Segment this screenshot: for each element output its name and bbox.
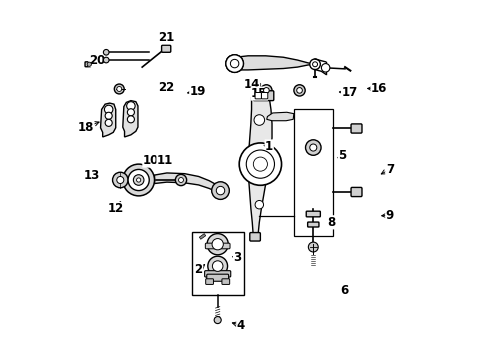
Text: 5: 5 [338,149,346,162]
Circle shape [260,85,271,96]
Circle shape [216,186,224,195]
Circle shape [253,115,264,125]
FancyBboxPatch shape [249,233,260,241]
Circle shape [126,102,135,110]
Polygon shape [266,112,293,121]
Circle shape [263,87,269,93]
Circle shape [253,157,267,171]
Circle shape [103,49,109,55]
FancyBboxPatch shape [205,243,229,249]
Text: 17: 17 [341,86,357,99]
Text: 16: 16 [370,82,386,95]
Text: 11: 11 [157,154,173,167]
Text: 19: 19 [189,85,206,98]
FancyBboxPatch shape [307,222,318,227]
Text: 12: 12 [107,202,123,215]
FancyBboxPatch shape [261,93,267,99]
FancyBboxPatch shape [350,124,361,133]
Circle shape [296,87,302,93]
Circle shape [305,140,321,155]
FancyBboxPatch shape [222,279,229,284]
FancyBboxPatch shape [206,274,228,281]
Text: 18: 18 [78,121,94,134]
Polygon shape [235,56,314,70]
FancyBboxPatch shape [305,211,320,217]
Polygon shape [101,103,116,137]
Circle shape [231,60,238,67]
Circle shape [212,239,223,250]
Circle shape [104,105,113,114]
Circle shape [211,182,229,199]
Text: 10: 10 [142,154,159,167]
Circle shape [127,109,134,116]
Text: 4: 4 [236,319,244,332]
Polygon shape [199,234,205,239]
Circle shape [122,164,154,196]
Circle shape [133,175,143,185]
Text: 1: 1 [264,140,273,153]
Circle shape [212,261,223,271]
Circle shape [103,57,109,63]
Circle shape [293,85,305,96]
Text: 13: 13 [84,169,100,182]
Bar [191,232,244,294]
Text: 8: 8 [326,216,334,229]
Polygon shape [257,93,272,100]
Text: 9: 9 [385,209,393,222]
Circle shape [225,55,243,72]
Circle shape [127,116,134,123]
Circle shape [87,62,91,66]
Circle shape [114,84,124,94]
Text: 6: 6 [339,284,347,297]
Circle shape [178,177,183,183]
FancyBboxPatch shape [255,93,261,99]
Polygon shape [154,173,220,193]
Polygon shape [122,100,138,137]
Circle shape [105,119,112,126]
FancyBboxPatch shape [204,271,230,277]
Circle shape [239,143,281,185]
Circle shape [321,64,329,72]
Circle shape [255,201,263,209]
Text: 14: 14 [243,78,259,91]
Circle shape [309,59,320,69]
Circle shape [309,144,316,151]
Circle shape [117,86,122,91]
FancyBboxPatch shape [253,91,273,100]
Circle shape [112,172,128,188]
Text: 20: 20 [89,54,105,67]
Circle shape [312,62,317,67]
Circle shape [214,316,221,324]
Polygon shape [247,97,271,237]
Text: 7: 7 [385,163,393,176]
Bar [293,109,332,237]
Text: 15: 15 [251,87,267,100]
Circle shape [230,59,238,68]
FancyBboxPatch shape [350,188,361,197]
Circle shape [117,176,123,184]
Circle shape [136,178,141,182]
Circle shape [246,150,274,178]
Circle shape [128,170,149,190]
Text: 22: 22 [158,81,174,94]
Text: 2: 2 [194,264,203,276]
Circle shape [225,55,243,72]
Circle shape [105,112,112,119]
Circle shape [207,256,227,276]
Circle shape [207,234,228,255]
Circle shape [308,242,318,252]
Circle shape [175,174,186,186]
FancyBboxPatch shape [161,45,170,52]
Text: 21: 21 [158,31,174,44]
FancyBboxPatch shape [85,62,90,67]
Text: 3: 3 [233,251,241,264]
FancyBboxPatch shape [205,279,213,284]
